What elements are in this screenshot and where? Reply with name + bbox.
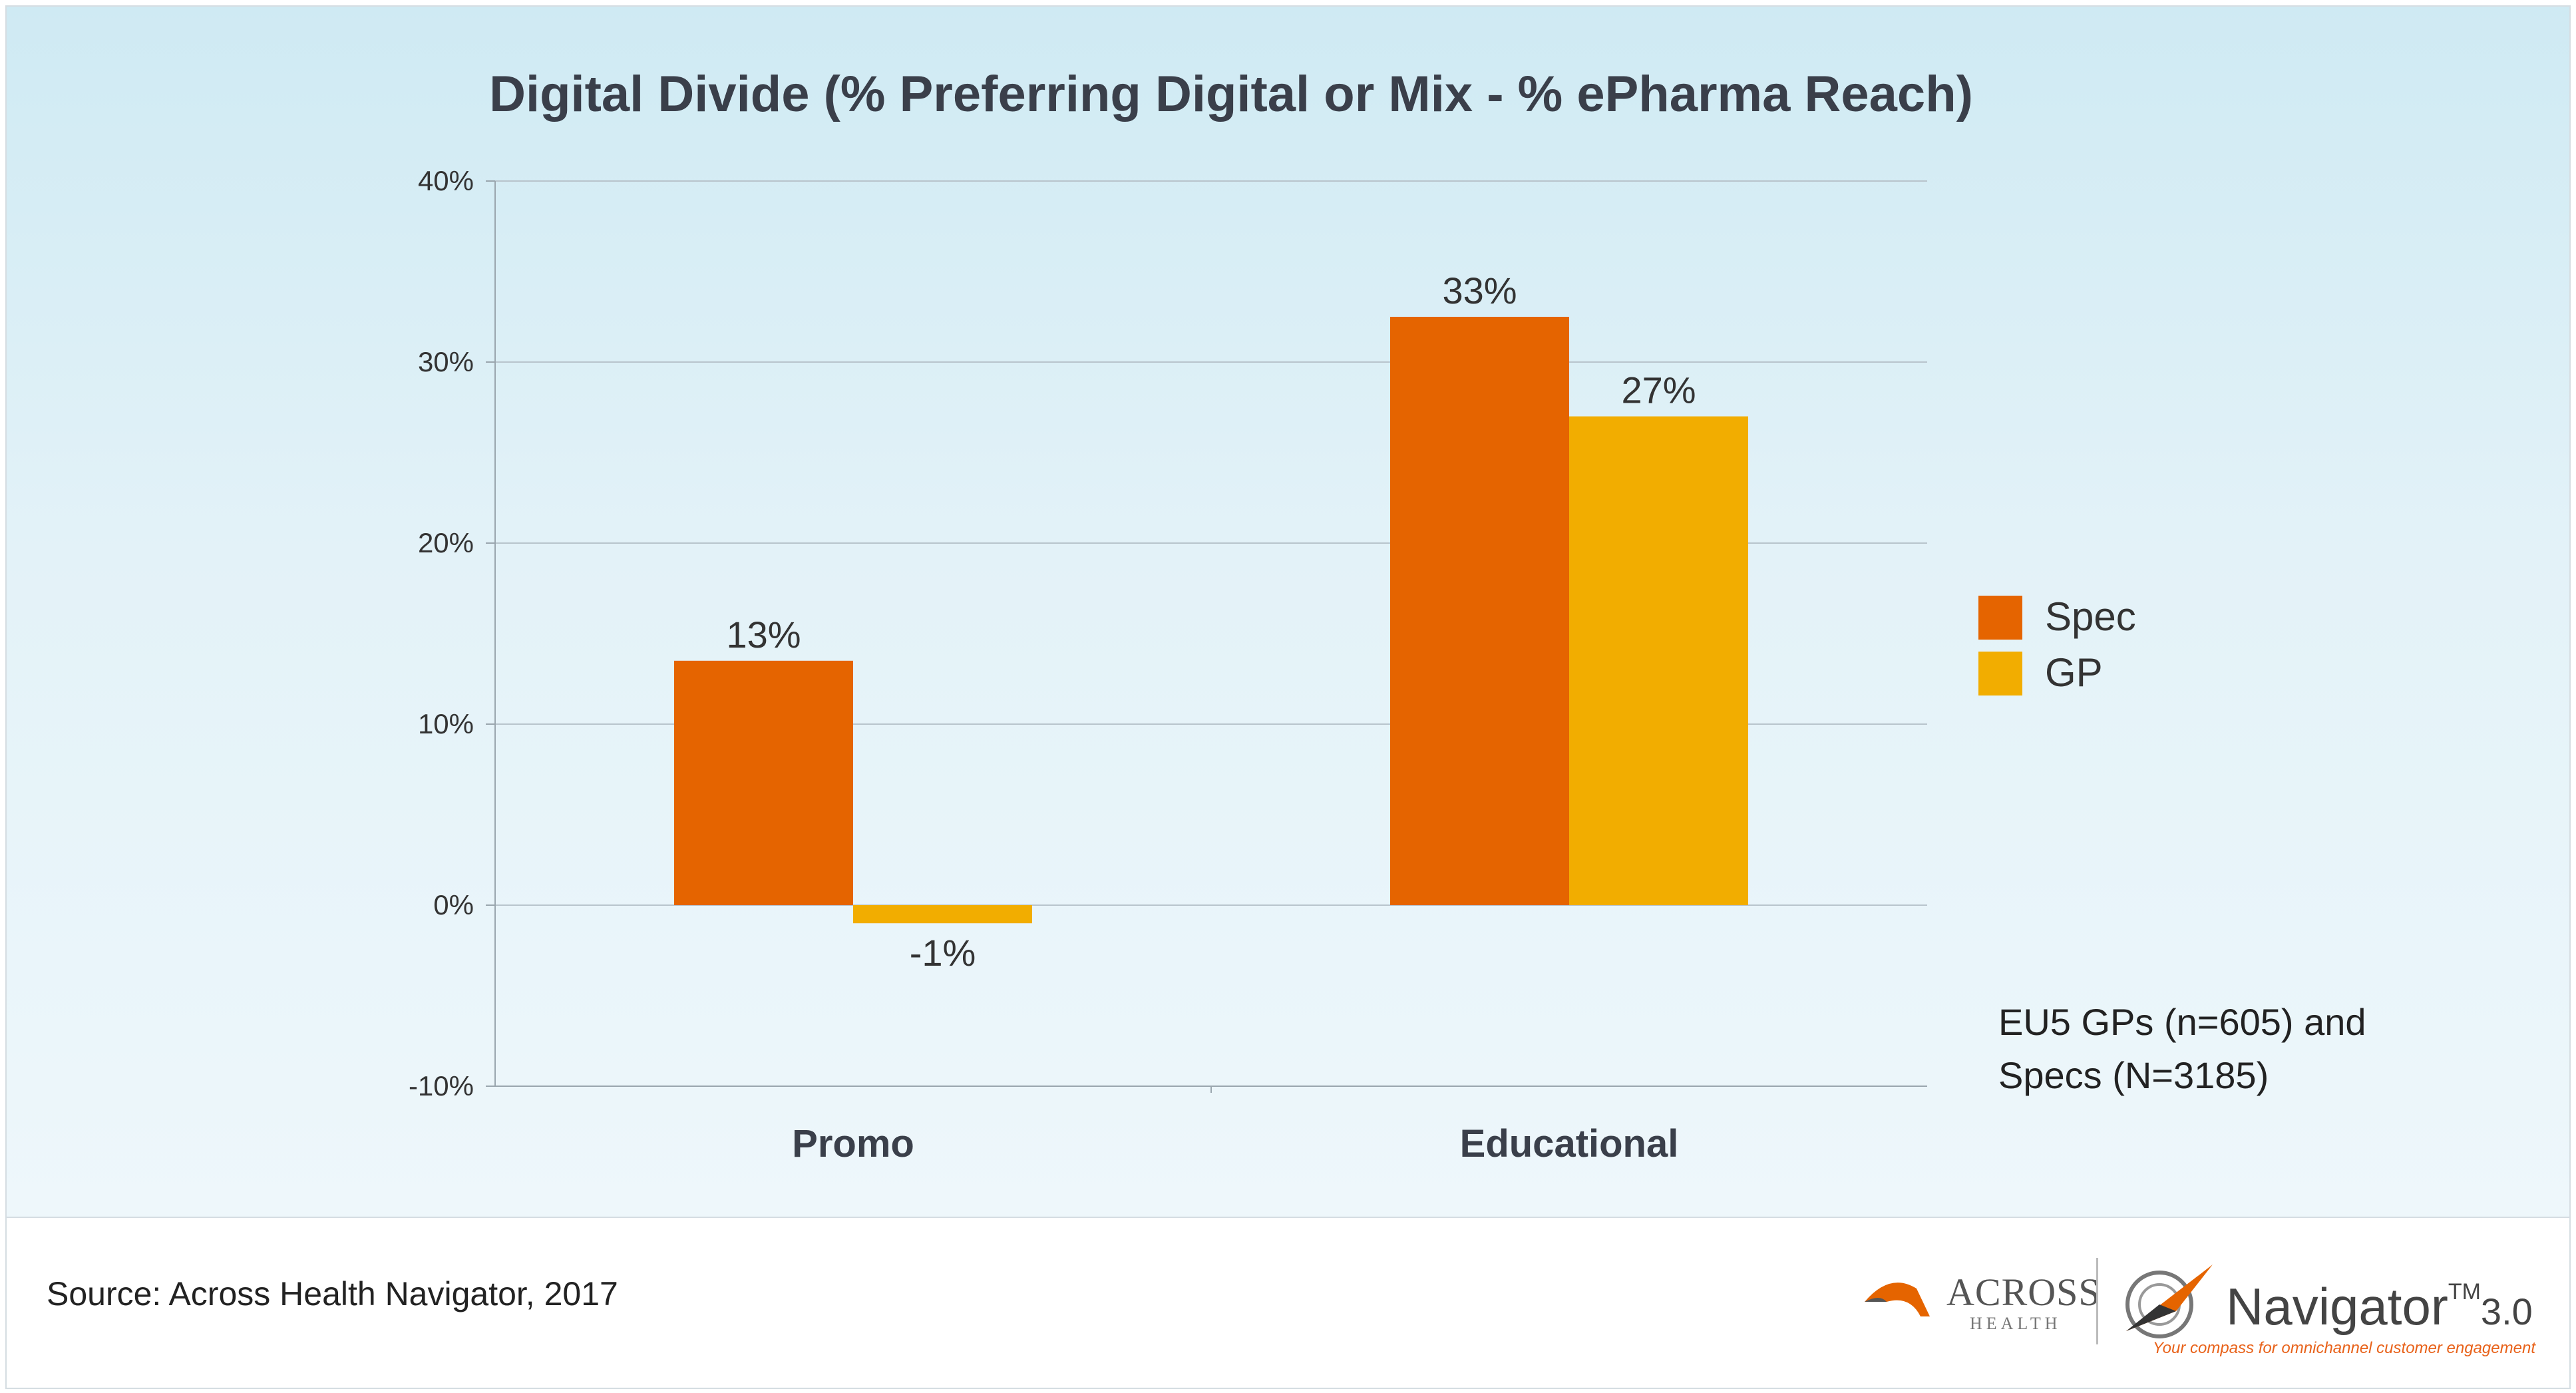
legend-swatch-gp [1978, 652, 2022, 696]
footer: Source: Across Health Navigator, 2017 AC… [5, 1218, 2571, 1389]
chart-panel: Digital Divide (% Preferring Digital or … [5, 5, 2571, 1218]
navigator-name: Navigator [2226, 1277, 2448, 1336]
navigator-version: 3.0 [2480, 1291, 2533, 1332]
y-tick-label: 20% [418, 527, 474, 558]
legend-label-gp: GP [2045, 650, 2103, 695]
compass-icon [2125, 1265, 2213, 1338]
bar-gp-educational [1569, 416, 1748, 905]
data-label: -1% [910, 932, 976, 974]
navigator-wordmark: NavigatorTM3.0 [2226, 1277, 2533, 1337]
sample-size-note: Specs (N=3185) [1998, 1054, 2269, 1096]
data-label: 27% [1621, 369, 1696, 411]
bar-spec-educational [1390, 317, 1569, 905]
navigator-trademark: TM [2448, 1279, 2481, 1304]
across-health-logo: ACROSS HEALTH [1863, 1263, 2110, 1356]
bar-spec-promo [674, 660, 853, 905]
y-tick-label: 30% [418, 346, 474, 377]
navigator-tagline: Your compass for omnichannel customer en… [2153, 1339, 2535, 1357]
y-tick-label: 40% [418, 165, 474, 196]
x-category-label: Promo [792, 1122, 914, 1165]
across-swoosh-icon [1865, 1283, 1930, 1316]
x-category-label: Educational [1460, 1122, 1679, 1165]
y-tick-label: 0% [433, 889, 474, 920]
legend-label-spec: Spec [2045, 594, 2136, 639]
logo-divider [2096, 1258, 2098, 1344]
y-tick-label: 10% [418, 708, 474, 739]
navigator-logo: NavigatorTM3.0 Your compass for omnichan… [2113, 1258, 2539, 1364]
bar-chart: Digital Divide (% Preferring Digital or … [409, 66, 2366, 1165]
data-label: 13% [726, 614, 801, 656]
sample-size-note: EU5 GPs (n=605) and [1998, 1001, 2366, 1043]
source-note: Source: Across Health Navigator, 2017 [47, 1275, 618, 1312]
across-health-wordmark: HEALTH [1970, 1314, 2062, 1333]
across-wordmark: ACROSS [1946, 1271, 2101, 1314]
chart-title: Digital Divide (% Preferring Digital or … [489, 66, 1973, 122]
bar-gp-promo [853, 905, 1032, 924]
data-label: 33% [1442, 270, 1517, 311]
y-tick-label: -10% [409, 1070, 474, 1101]
legend-swatch-spec [1978, 596, 2022, 640]
